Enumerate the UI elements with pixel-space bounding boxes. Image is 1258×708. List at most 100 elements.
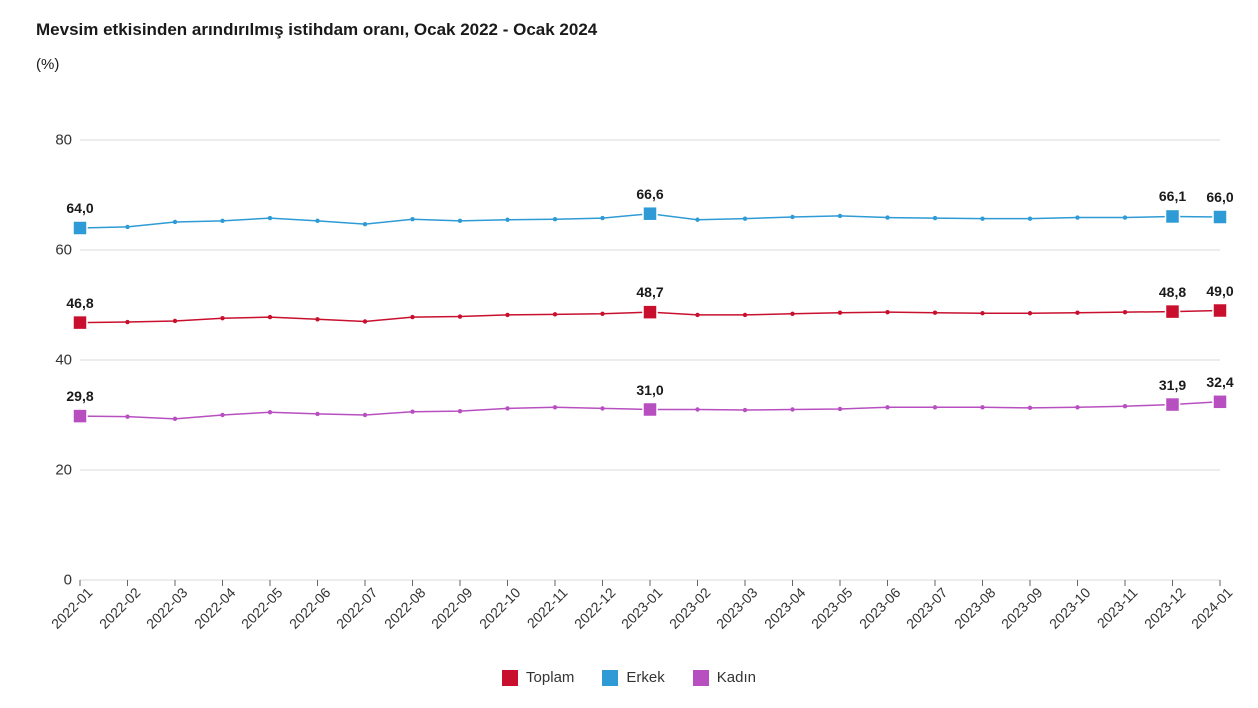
series-point bbox=[125, 414, 129, 418]
series-point bbox=[885, 310, 889, 314]
series-point bbox=[838, 407, 842, 411]
series-point bbox=[458, 219, 462, 223]
xtick-label: 2024-01 bbox=[1220, 544, 1258, 592]
series-point bbox=[410, 410, 414, 414]
series-point bbox=[743, 408, 747, 412]
ytick-label: 80 bbox=[32, 132, 72, 149]
series-point bbox=[600, 406, 604, 410]
legend-item: Toplam bbox=[502, 669, 574, 686]
series-point bbox=[363, 222, 367, 226]
data-label: 46,8 bbox=[66, 295, 93, 311]
series-point bbox=[743, 313, 747, 317]
series-point bbox=[980, 216, 984, 220]
series-point bbox=[173, 220, 177, 224]
legend-label: Toplam bbox=[526, 669, 574, 686]
employment-rate-chart: Mevsim etkisinden arındırılmış istihdam … bbox=[0, 0, 1258, 708]
series-point bbox=[505, 313, 509, 317]
plot-svg bbox=[80, 140, 1220, 580]
data-label: 31,9 bbox=[1159, 377, 1186, 393]
series-point bbox=[1075, 215, 1079, 219]
series-marker bbox=[1213, 395, 1227, 409]
series-point bbox=[695, 218, 699, 222]
data-label: 32,4 bbox=[1206, 374, 1233, 390]
legend-swatch bbox=[502, 670, 518, 686]
series-marker bbox=[643, 305, 657, 319]
data-label: 64,0 bbox=[66, 200, 93, 216]
series-point bbox=[933, 216, 937, 220]
series-point bbox=[1028, 216, 1032, 220]
series-marker bbox=[1166, 398, 1180, 412]
ytick-label: 0 bbox=[32, 572, 72, 589]
series-point bbox=[553, 312, 557, 316]
series-marker bbox=[73, 316, 87, 330]
series-point bbox=[505, 218, 509, 222]
series-point bbox=[268, 410, 272, 414]
series-point bbox=[933, 405, 937, 409]
series-point bbox=[885, 405, 889, 409]
series-marker bbox=[73, 221, 87, 235]
series-point bbox=[363, 413, 367, 417]
series-point bbox=[933, 311, 937, 315]
ytick-label: 20 bbox=[32, 462, 72, 479]
data-label: 48,7 bbox=[636, 284, 663, 300]
series-point bbox=[410, 217, 414, 221]
series-point bbox=[1123, 215, 1127, 219]
series-point bbox=[315, 219, 319, 223]
series-point bbox=[220, 316, 224, 320]
legend-item: Erkek bbox=[602, 669, 664, 686]
series-marker bbox=[1213, 304, 1227, 318]
series-point bbox=[173, 319, 177, 323]
series-marker bbox=[1166, 305, 1180, 319]
legend-label: Kadın bbox=[717, 669, 756, 686]
series-point bbox=[790, 312, 794, 316]
series-point bbox=[363, 319, 367, 323]
series-marker bbox=[643, 207, 657, 221]
chart-title: Mevsim etkisinden arındırılmış istihdam … bbox=[36, 20, 597, 40]
series-point bbox=[743, 216, 747, 220]
series-point bbox=[125, 225, 129, 229]
series-point bbox=[315, 412, 319, 416]
series-point bbox=[790, 407, 794, 411]
series-point bbox=[505, 406, 509, 410]
series-point bbox=[600, 312, 604, 316]
series-point bbox=[695, 313, 699, 317]
series-point bbox=[553, 405, 557, 409]
series-marker bbox=[73, 409, 87, 423]
series-point bbox=[1075, 405, 1079, 409]
data-label: 66,0 bbox=[1206, 189, 1233, 205]
series-point bbox=[980, 311, 984, 315]
series-point bbox=[458, 409, 462, 413]
series-point bbox=[838, 311, 842, 315]
legend-swatch bbox=[693, 670, 709, 686]
series-marker bbox=[643, 403, 657, 417]
series-point bbox=[268, 315, 272, 319]
series-point bbox=[173, 417, 177, 421]
series-point bbox=[790, 215, 794, 219]
data-label: 31,0 bbox=[636, 382, 663, 398]
chart-legend: Toplam Erkek Kadın bbox=[0, 669, 1258, 686]
ytick-label: 60 bbox=[32, 242, 72, 259]
data-label: 29,8 bbox=[66, 388, 93, 404]
series-point bbox=[980, 405, 984, 409]
data-label: 49,0 bbox=[1206, 283, 1233, 299]
series-point bbox=[458, 314, 462, 318]
series-point bbox=[695, 407, 699, 411]
data-label: 66,1 bbox=[1159, 188, 1186, 204]
series-marker bbox=[1166, 209, 1180, 223]
series-point bbox=[1028, 406, 1032, 410]
series-point bbox=[1028, 311, 1032, 315]
series-point bbox=[220, 413, 224, 417]
series-point bbox=[220, 219, 224, 223]
plot-area: 0204060802022-012022-022022-032022-04202… bbox=[80, 140, 1220, 580]
series-point bbox=[125, 320, 129, 324]
legend-swatch bbox=[602, 670, 618, 686]
chart-subtitle: (%) bbox=[36, 56, 59, 73]
data-label: 48,8 bbox=[1159, 284, 1186, 300]
legend-label: Erkek bbox=[626, 669, 664, 686]
series-point bbox=[1075, 311, 1079, 315]
series-point bbox=[553, 217, 557, 221]
series-point bbox=[838, 214, 842, 218]
series-point bbox=[1123, 404, 1127, 408]
legend-item: Kadın bbox=[693, 669, 756, 686]
series-point bbox=[885, 215, 889, 219]
